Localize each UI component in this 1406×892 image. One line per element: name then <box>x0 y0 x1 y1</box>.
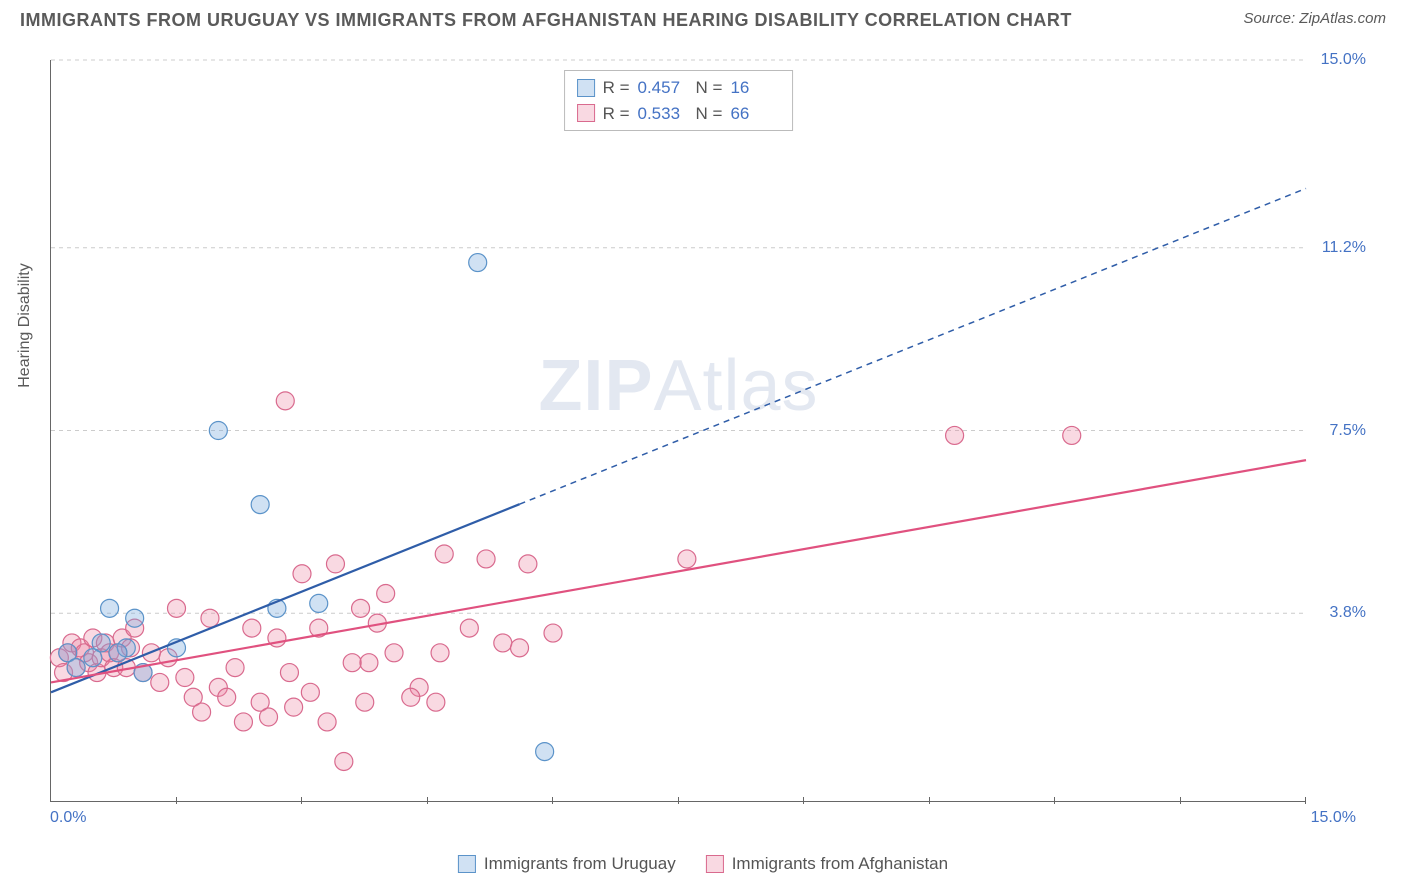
n-label: N = <box>696 75 723 101</box>
header: IMMIGRANTS FROM URUGUAY VS IMMIGRANTS FR… <box>0 0 1406 36</box>
stats-row-1: R = 0.457 N = 16 <box>577 75 781 101</box>
legend-item-afghanistan: Immigrants from Afghanistan <box>706 854 948 874</box>
y-tick-label: 3.8% <box>1330 604 1366 622</box>
y-tick-label: 7.5% <box>1330 422 1366 440</box>
r-value-2: 0.533 <box>638 101 688 127</box>
n-label-2: N = <box>696 101 723 127</box>
stats-box: R = 0.457 N = 16 R = 0.533 N = 66 <box>564 70 794 131</box>
legend-swatch-afghanistan <box>706 855 724 873</box>
legend-swatch-uruguay <box>458 855 476 873</box>
y-tick-label: 15.0% <box>1321 51 1366 69</box>
legend-item-uruguay: Immigrants from Uruguay <box>458 854 676 874</box>
x-tick <box>176 797 177 804</box>
x-tick <box>1305 797 1306 804</box>
x-tick <box>1054 797 1055 804</box>
x-tick <box>552 797 553 804</box>
x-tick <box>301 797 302 804</box>
x-tick <box>678 797 679 804</box>
plot-area: ZIPAtlas R = 0.457 N = 16 R = 0.533 N = … <box>50 60 1306 802</box>
swatch-afghanistan <box>577 104 595 122</box>
r-label: R = <box>603 75 630 101</box>
legend-label-uruguay: Immigrants from Uruguay <box>484 854 676 874</box>
x-tick <box>427 797 428 804</box>
chart-container: Hearing Disability ZIPAtlas R = 0.457 N … <box>50 50 1376 832</box>
n-value-2: 66 <box>730 101 780 127</box>
n-value-1: 16 <box>730 75 780 101</box>
chart-title: IMMIGRANTS FROM URUGUAY VS IMMIGRANTS FR… <box>20 10 1072 31</box>
stats-row-2: R = 0.533 N = 66 <box>577 101 781 127</box>
bottom-legend: Immigrants from Uruguay Immigrants from … <box>458 854 948 874</box>
x-axis-min-label: 0.0% <box>50 809 86 827</box>
plot-svg <box>51 60 1306 801</box>
source-attribution: Source: ZipAtlas.com <box>1243 10 1386 27</box>
x-tick <box>803 797 804 804</box>
y-tick-label: 11.2% <box>1322 239 1366 257</box>
r-label-2: R = <box>603 101 630 127</box>
y-axis-title: Hearing Disability <box>16 263 34 388</box>
x-axis-max-label: 15.0% <box>1311 809 1356 827</box>
x-tick <box>929 797 930 804</box>
r-value-1: 0.457 <box>638 75 688 101</box>
swatch-uruguay <box>577 79 595 97</box>
legend-label-afghanistan: Immigrants from Afghanistan <box>732 854 948 874</box>
x-tick <box>1180 797 1181 804</box>
